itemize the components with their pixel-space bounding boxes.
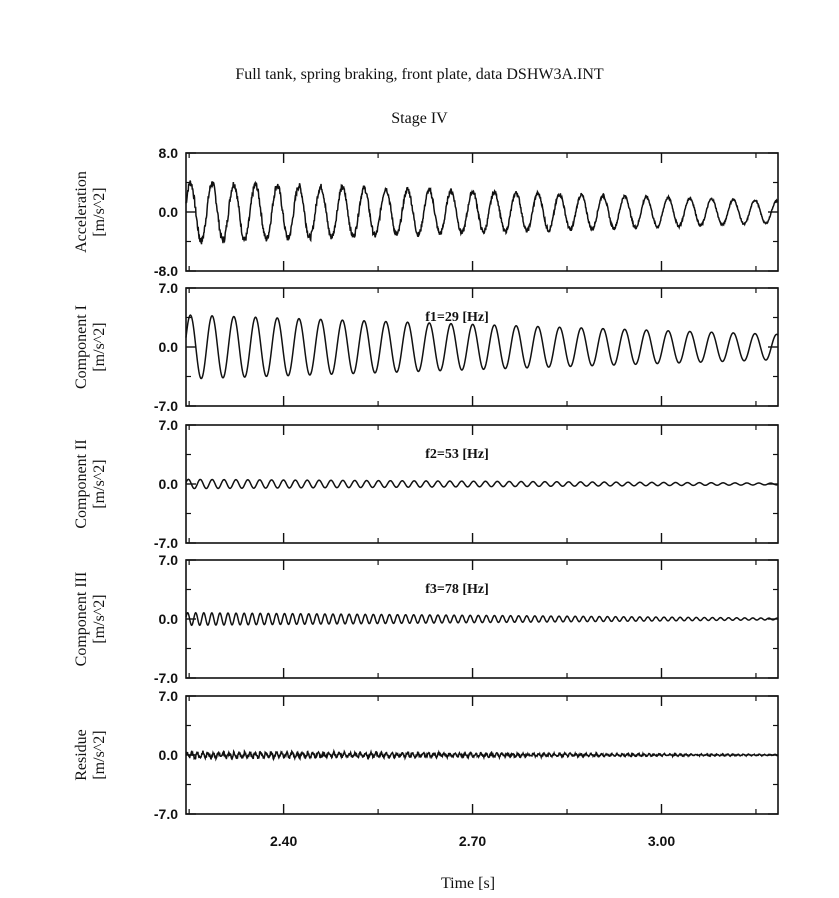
y-tick-label: 0.0 [159, 476, 179, 492]
y-tick-label: 0.0 [159, 204, 179, 220]
panel-1: 8.0 0.0 -8.0 Acceleration [m/s^2] [73, 145, 779, 279]
y-tick-label: 7.0 [159, 688, 179, 704]
series-line [185, 180, 779, 245]
panel-3: 7.0 0.0 -7.0 Component II [m/s^2] f2=53 [Hz] [73, 417, 779, 551]
panel-2: 7.0 0.0 -7.0 Component I [m/s^2] f1=29 [Hz] [73, 280, 779, 414]
x-axis-label: Time [s] [441, 875, 495, 892]
frequency-annotation: f2=53 [Hz] [425, 447, 489, 462]
x-tick-label: 2.40 [270, 833, 297, 849]
y-axis-unit: [m/s^2] [91, 459, 108, 508]
y-axis-unit: [m/s^2] [91, 322, 108, 371]
y-tick-label: 7.0 [159, 552, 179, 568]
panel-5: 7.0 0.0 -7.0 Residue [m/s^2] [73, 688, 779, 822]
y-tick-label: 8.0 [159, 145, 179, 161]
chart-subtitle: Stage IV [391, 110, 448, 127]
y-tick-label: 7.0 [159, 280, 179, 296]
frequency-annotation: f1=29 [Hz] [425, 310, 489, 325]
y-tick-label: 0.0 [159, 339, 179, 355]
y-tick-label: 7.0 [159, 417, 179, 433]
y-tick-label: -7.0 [154, 670, 178, 686]
series-line [185, 611, 779, 627]
y-axis-label: Residue [73, 729, 90, 781]
series-line [185, 314, 779, 380]
y-tick-label: 0.0 [159, 747, 179, 763]
y-axis-unit: [m/s^2] [91, 730, 108, 779]
x-tick-label: 2.70 [459, 833, 486, 849]
y-tick-label: -8.0 [154, 263, 178, 279]
panel-4: 7.0 0.0 -7.0 Component III [m/s^2] f3=78 [Hz] [73, 552, 779, 686]
y-tick-label: -7.0 [154, 535, 178, 551]
series-line [185, 478, 779, 490]
y-axis-unit: [m/s^2] [91, 594, 108, 643]
frequency-annotation: f3=78 [Hz] [425, 582, 489, 597]
y-tick-label: -7.0 [154, 806, 178, 822]
y-axis-label: Component I [73, 305, 90, 389]
y-axis-unit: [m/s^2] [91, 187, 108, 236]
chart-title: Full tank, spring braking, front plate, … [235, 66, 604, 83]
x-tick-label: 3.00 [648, 833, 675, 849]
panel-frame [185, 152, 779, 272]
y-tick-label: 0.0 [159, 611, 179, 627]
y-tick-label: -7.0 [154, 398, 178, 414]
y-axis-label: Acceleration [73, 171, 90, 253]
series-line [185, 748, 779, 762]
y-axis-label: Component III [73, 572, 90, 667]
y-axis-label: Component II [73, 439, 90, 528]
panel-frame [185, 287, 779, 407]
